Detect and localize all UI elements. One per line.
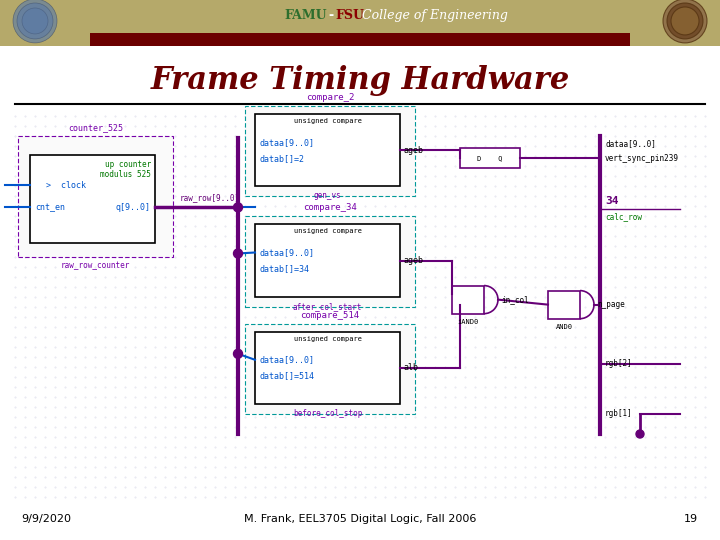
Text: College of Engineering: College of Engineering [358,10,508,23]
Text: ageb: ageb [403,256,423,265]
Text: compare_34: compare_34 [303,204,357,212]
Bar [460,148,520,168]
Text: D    Q: D Q [477,155,503,161]
Bar [245,217,415,307]
Text: counter_525: counter_525 [68,123,123,132]
Text: >  clock: > clock [46,181,86,190]
Circle shape [233,203,243,212]
Text: dataa[9..0]: dataa[9..0] [260,355,315,364]
Text: FAMU: FAMU [284,10,327,23]
Text: Frame Timing Hardware: Frame Timing Hardware [150,65,570,97]
Bar [30,155,155,244]
Bar [245,323,415,414]
Text: cnt_en: cnt_en [35,203,65,212]
Text: raw_row_counter: raw_row_counter [60,261,130,271]
Text: datab[]=2: datab[]=2 [260,154,305,163]
Text: -: - [328,10,333,23]
Bar [245,106,415,197]
Text: modulus 525: modulus 525 [100,170,151,179]
Text: 34: 34 [605,197,618,206]
Circle shape [17,3,53,39]
Text: unsigned compare: unsigned compare [294,228,361,234]
Text: M. Frank, EEL3705 Digital Logic, Fall 2006: M. Frank, EEL3705 Digital Logic, Fall 20… [244,514,476,524]
Text: gen_vs: gen_vs [314,191,341,200]
Text: raw_row[9..0]: raw_row[9..0] [180,193,240,202]
Bar [90,33,630,46]
Text: n_page: n_page [597,300,625,309]
Text: vert_sync_pin239: vert_sync_pin239 [605,154,679,163]
Circle shape [13,0,57,43]
Text: FSU: FSU [335,10,364,23]
Text: datab[]=514: datab[]=514 [260,372,315,380]
Text: q[9..0]: q[9..0] [115,203,150,212]
Text: calc_row: calc_row [605,212,642,221]
Text: rgb[1]: rgb[1] [605,409,633,418]
Text: AND0: AND0 [556,323,572,330]
Text: 9/9/2020: 9/9/2020 [22,514,71,524]
Bar [255,225,400,296]
Text: ageb: ageb [403,146,423,154]
Bar [255,332,400,404]
Bar [548,291,580,319]
Text: iAND0: iAND0 [457,319,479,325]
Text: in_col: in_col [501,295,528,304]
Bar [18,136,173,256]
Circle shape [22,8,48,34]
Text: before_col_stop: before_col_stop [293,409,362,418]
Text: alb: alb [403,363,418,372]
Circle shape [671,7,699,35]
Circle shape [636,430,644,438]
Circle shape [663,0,707,43]
Circle shape [233,249,243,258]
Text: up counter: up counter [104,160,151,169]
Text: dataa[9..0]: dataa[9..0] [260,138,315,147]
Text: rgb[2]: rgb[2] [605,359,633,368]
Text: compare_514: compare_514 [300,310,359,320]
Text: dataa[9..0]: dataa[9..0] [605,139,656,147]
Bar [452,286,484,314]
Text: compare_2: compare_2 [306,93,354,102]
Text: unsigned compare: unsigned compare [294,118,361,124]
Text: 19: 19 [684,514,698,524]
Circle shape [667,3,703,39]
Text: dataa[9..0]: dataa[9..0] [260,248,315,257]
Text: datab[]=34: datab[]=34 [260,264,310,273]
Text: unsigned compare: unsigned compare [294,336,361,342]
Bar [255,114,400,186]
Circle shape [233,349,243,359]
Text: after_col_start: after_col_start [293,302,362,310]
